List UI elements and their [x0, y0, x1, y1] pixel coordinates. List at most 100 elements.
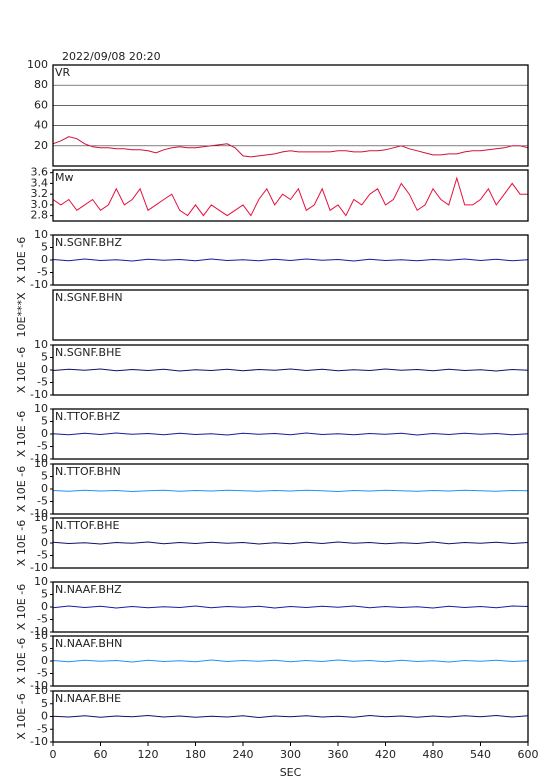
y-tick-label: -10: [30, 278, 48, 291]
y-tick-label: 10: [34, 228, 48, 241]
y-tick-label: -10: [30, 388, 48, 401]
y-tick-label: 5: [41, 642, 48, 655]
y-axis-label: X 10E -6: [15, 520, 28, 566]
y-tick-label: 0: [41, 710, 48, 723]
panel-label: N.TTOF.BHE: [55, 519, 120, 532]
panel-label: N.NAAF.BHZ: [55, 583, 122, 596]
x-tick-label: 360: [328, 748, 349, 761]
y-tick-label: 3.4: [31, 176, 49, 189]
x-axis-label: SEC: [280, 766, 302, 779]
y-tick-label: 80: [34, 78, 48, 91]
y-tick-label: 5: [41, 588, 48, 601]
y-tick-label: 5: [41, 241, 48, 254]
y-tick-label: 5: [41, 415, 48, 428]
y-tick-label: 0: [41, 654, 48, 667]
panel-frame: [52, 234, 529, 286]
y-tick-label: 40: [34, 119, 48, 132]
y-tick-label: -5: [37, 613, 48, 626]
panel-label: N.NAAF.BHE: [55, 692, 121, 705]
y-tick-label: 3.0: [31, 198, 49, 211]
panel-frame: [52, 64, 529, 167]
x-tick-label: 0: [50, 748, 57, 761]
panel-label: VR: [55, 66, 71, 79]
y-tick-label: 3.2: [31, 187, 49, 200]
y-axis-label: X 10E -6: [15, 237, 28, 283]
y-tick-label: 20: [34, 139, 48, 152]
y-tick-label: 2.8: [31, 209, 49, 222]
panel-label: N.NAAF.BHN: [55, 637, 122, 650]
panel-frame: [52, 463, 529, 515]
x-tick-label: 480: [423, 748, 444, 761]
y-tick-label: -10: [30, 625, 48, 638]
panel-label: Mw: [55, 171, 74, 184]
y-tick-label: 0: [41, 427, 48, 440]
trace: [52, 659, 529, 663]
y-tick-label: -5: [37, 440, 48, 453]
trace: [52, 714, 529, 719]
y-tick-label: -10: [30, 452, 48, 465]
y-tick-label: 10: [34, 338, 48, 351]
trace: [52, 432, 529, 436]
y-tick-label: -5: [37, 266, 48, 279]
y-tick-label: 100: [27, 58, 48, 71]
chart-title: 2022/09/08 20:20: [62, 50, 161, 63]
panel-label: N.SGNF.BHZ: [55, 236, 122, 249]
panel-label: N.TTOF.BHZ: [55, 410, 121, 423]
panel-label: N.SGNF.BHN: [55, 291, 123, 304]
panel-frame: [52, 408, 529, 460]
y-tick-label: 5: [41, 470, 48, 483]
y-axis-label: 10E***X: [15, 292, 28, 337]
y-tick-label: 10: [34, 629, 48, 642]
y-tick-label: 0: [41, 253, 48, 266]
y-tick-label: 10: [34, 575, 48, 588]
panel-label: N.SGNF.BHE: [55, 346, 121, 359]
y-axis-label: X 10E -6: [15, 466, 28, 512]
x-tick-label: 300: [280, 748, 301, 761]
y-tick-label: -10: [30, 735, 48, 748]
y-tick-label: 5: [41, 524, 48, 537]
y-tick-label: -10: [30, 679, 48, 692]
y-axis-label: X 10E -6: [15, 347, 28, 393]
trace: [52, 258, 529, 262]
y-tick-label: 10: [34, 402, 48, 415]
panel-frame: [52, 635, 529, 687]
panel-frame: [52, 169, 529, 222]
y-tick-label: 10: [34, 684, 48, 697]
y-tick-label: 0: [41, 482, 48, 495]
y-axis-label: X 10E -6: [15, 584, 28, 630]
y-tick-label: -5: [37, 722, 48, 735]
y-tick-label: 10: [34, 511, 48, 524]
x-tick-label: 600: [518, 748, 539, 761]
panel-frame: [52, 289, 529, 341]
trace: [52, 368, 529, 372]
y-tick-label: -5: [37, 549, 48, 562]
x-tick-label: 240: [233, 748, 254, 761]
y-tick-label: 3.6: [31, 166, 49, 179]
x-tick-label: 420: [375, 748, 396, 761]
y-tick-label: -10: [30, 561, 48, 574]
x-tick-label: 180: [185, 748, 206, 761]
y-tick-label: 0: [41, 600, 48, 613]
trace: [52, 489, 529, 493]
trace: [52, 136, 529, 158]
y-tick-label: 0: [41, 536, 48, 549]
y-tick-label: -5: [37, 495, 48, 508]
y-axis-label: X 10E -6: [15, 693, 28, 739]
trace: [52, 176, 528, 217]
y-tick-label: -5: [37, 667, 48, 680]
trace: [52, 541, 529, 545]
y-tick-label: 0: [41, 363, 48, 376]
y-tick-label: 5: [41, 697, 48, 710]
x-tick-label: 540: [470, 748, 491, 761]
x-tick-label: 60: [94, 748, 108, 761]
y-tick-label: -10: [30, 507, 48, 520]
trace: [52, 605, 529, 609]
y-tick-label: 60: [34, 98, 48, 111]
y-tick-label: 5: [41, 351, 48, 364]
y-axis-label: X 10E -6: [15, 411, 28, 457]
panel-label: N.TTOF.BHN: [55, 465, 121, 478]
y-axis-label: X 10E -6: [15, 638, 28, 684]
y-tick-label: 10: [34, 457, 48, 470]
panel-frame: [52, 517, 529, 569]
panel-frame: [52, 581, 529, 633]
